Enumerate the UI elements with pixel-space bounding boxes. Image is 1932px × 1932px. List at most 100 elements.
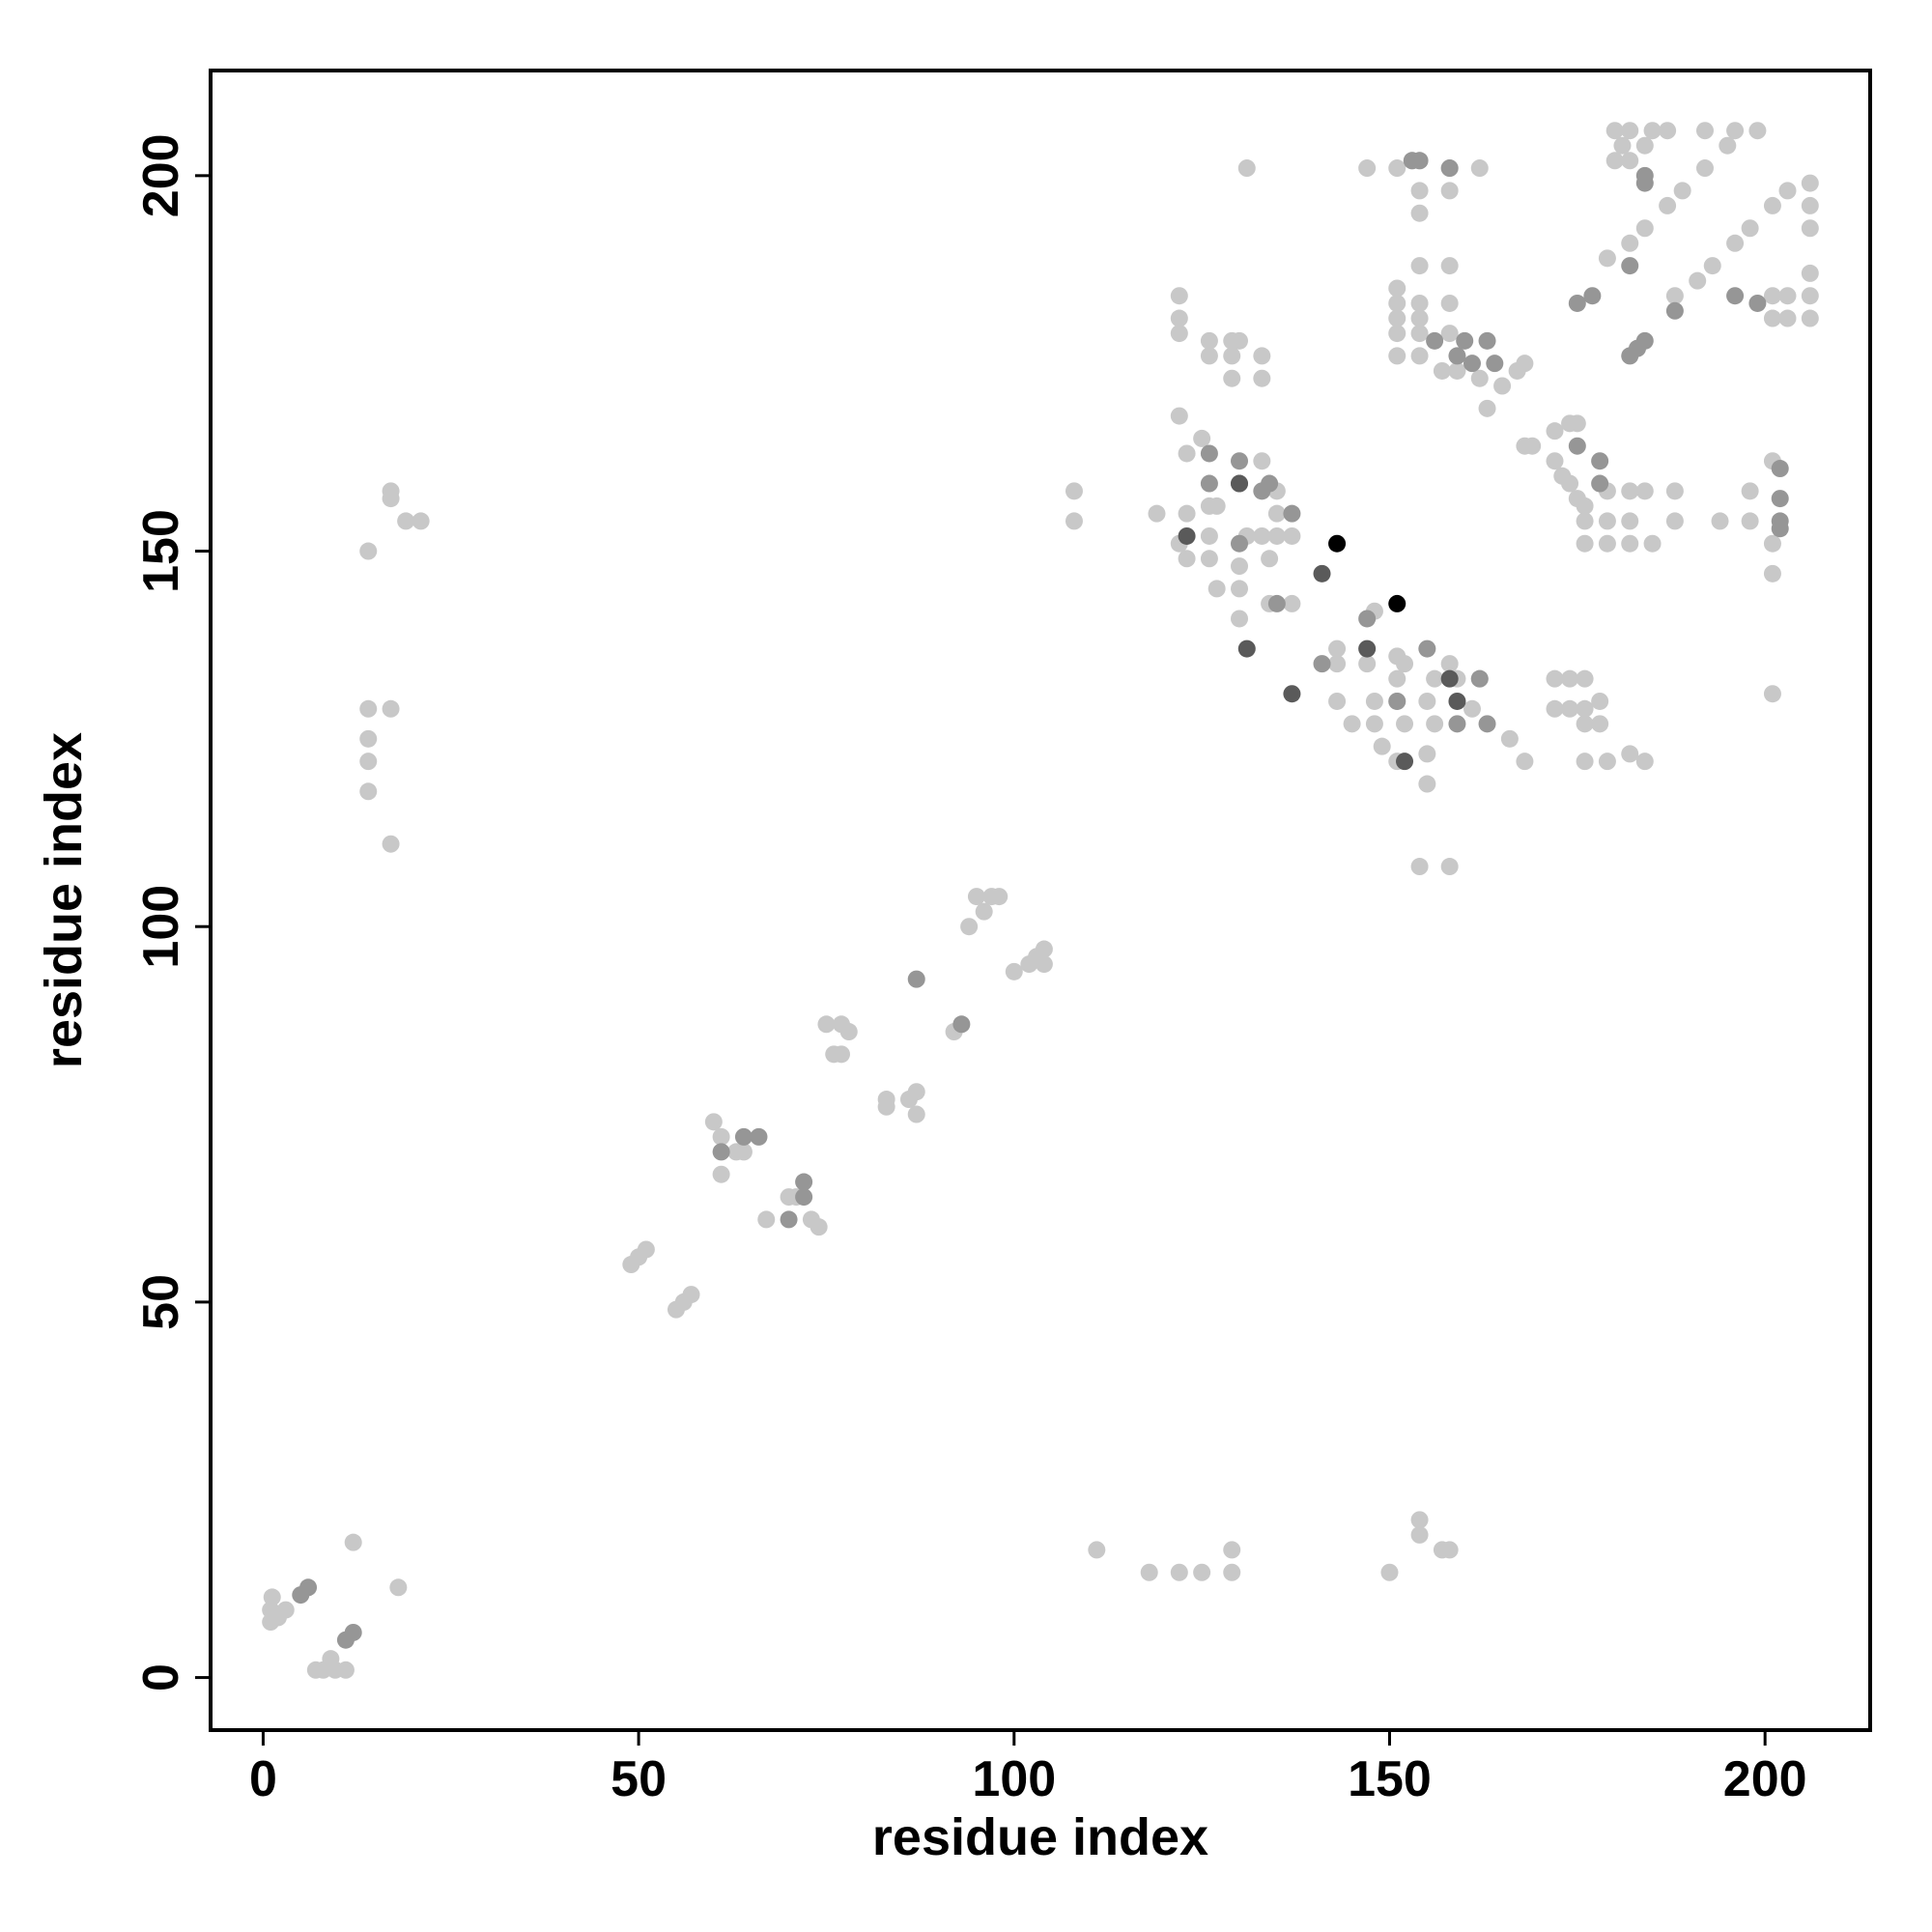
point [1576,715,1594,733]
point [1328,639,1347,658]
point [1261,474,1279,493]
point [1576,497,1594,515]
point [1396,753,1414,771]
point [1261,550,1279,568]
point [1440,669,1459,688]
y-tick-label: 0 [133,1663,189,1691]
point [1448,715,1466,733]
point [1373,737,1391,755]
point [1388,325,1406,343]
point [757,1210,776,1229]
point [1223,1541,1241,1559]
point [1388,347,1406,365]
point [1635,482,1654,500]
point [1591,692,1609,710]
point [1801,309,1819,327]
point [1178,526,1196,545]
x-tick-label: 50 [611,1751,667,1807]
point [1231,452,1249,470]
point [1665,512,1684,530]
point [1605,152,1624,170]
point [1561,669,1579,688]
y-tick-label: 100 [133,885,189,969]
point [1643,122,1662,140]
point [1763,685,1781,703]
point [1635,753,1654,771]
point [1170,407,1188,425]
point [1237,159,1256,178]
point [1726,234,1745,252]
point [1005,962,1023,980]
point [1523,437,1542,455]
point [263,1588,281,1606]
point [1170,287,1188,305]
point [1763,287,1781,305]
point [1328,692,1347,710]
point [1635,136,1654,155]
y-tick-label: 150 [133,509,189,593]
point [1440,325,1459,343]
point [1486,355,1504,373]
point [1801,264,1819,282]
point [1778,182,1797,200]
point [1267,504,1286,523]
point [1231,534,1249,553]
point [1440,159,1459,178]
point [1208,580,1226,598]
point [1200,331,1218,350]
point [1410,294,1429,312]
point [389,1578,408,1597]
point [1418,745,1436,763]
point [1358,655,1377,673]
point [1267,594,1286,612]
point [1659,196,1677,214]
point [359,542,378,560]
point [712,1165,730,1183]
point [1388,309,1406,327]
point [1621,745,1639,763]
y-axis-label: residue index [35,732,93,1068]
point [1726,122,1745,140]
point [1193,1563,1211,1581]
point [1170,309,1188,327]
x-tick-label: 0 [249,1751,277,1807]
point [795,1188,813,1207]
point [1621,122,1639,140]
point [1200,526,1218,545]
point [1426,715,1444,733]
point [1763,196,1781,214]
point [1576,753,1594,771]
point [1741,219,1759,238]
point [1440,182,1459,200]
point [344,1623,362,1641]
point [1598,753,1616,771]
point [336,1661,355,1679]
point [1546,422,1564,440]
point [1605,122,1624,140]
point [1665,301,1684,320]
point [1426,669,1444,688]
point [975,902,993,921]
point [1440,655,1459,673]
point [1621,482,1639,500]
point [299,1578,318,1597]
point [1433,361,1451,380]
point [1771,460,1789,478]
point [967,888,985,906]
x-tick-label: 100 [972,1751,1056,1807]
point [1665,287,1684,305]
point [1801,196,1819,214]
point [1763,534,1781,553]
point [1561,474,1579,493]
point [1410,309,1429,327]
point [1440,294,1459,312]
point [1801,287,1819,305]
point [712,1127,730,1146]
point [1493,377,1512,395]
point [1343,715,1361,733]
point [412,512,430,530]
point [1448,692,1466,710]
point [839,1023,858,1041]
point [314,1661,332,1679]
point [704,1113,723,1131]
